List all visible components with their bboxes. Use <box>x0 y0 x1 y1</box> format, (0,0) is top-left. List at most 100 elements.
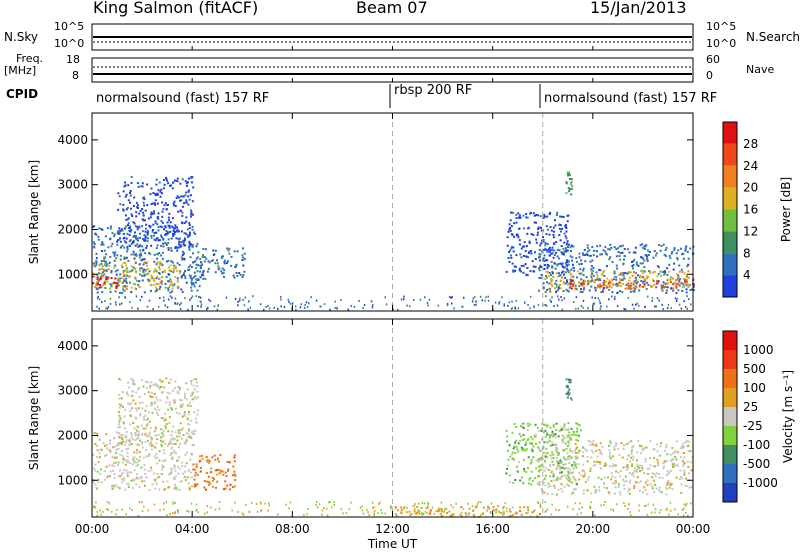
data-cell <box>564 458 567 461</box>
data-cell <box>631 446 634 449</box>
ground-scatter-cell <box>580 512 583 515</box>
data-cell <box>530 448 533 451</box>
data-cell <box>647 254 650 256</box>
data-cell <box>544 435 547 438</box>
data-cell <box>547 485 550 488</box>
ground-scatter-cell <box>361 505 363 508</box>
data-cell <box>666 273 669 276</box>
data-cell <box>545 447 548 450</box>
data-cell <box>544 244 547 247</box>
data-cell <box>507 230 510 233</box>
data-cell <box>567 445 569 447</box>
data-cell <box>673 247 676 250</box>
data-cell <box>467 513 470 516</box>
data-cell <box>191 432 194 435</box>
data-cell <box>127 217 130 220</box>
data-cell <box>174 443 177 446</box>
ground-scatter-cell <box>452 506 454 509</box>
data-cell <box>578 272 581 275</box>
ground-scatter-cell <box>138 501 141 504</box>
data-cell <box>119 240 122 243</box>
data-cell <box>543 441 546 444</box>
data-cell <box>109 470 112 473</box>
data-cell <box>559 224 562 227</box>
data-cell <box>518 214 521 217</box>
data-cell <box>117 426 120 429</box>
data-cell <box>546 243 549 246</box>
data-cell <box>483 506 485 509</box>
data-cell <box>589 260 592 263</box>
data-cell <box>646 259 649 262</box>
data-cell <box>531 443 534 446</box>
ground-scatter-cell <box>295 305 297 308</box>
data-cell <box>194 429 197 432</box>
data-cell <box>575 430 578 433</box>
data-cell <box>546 265 549 268</box>
ground-scatter-cell <box>143 505 145 508</box>
data-cell <box>146 267 149 270</box>
data-cell <box>127 447 130 450</box>
data-cell <box>561 227 564 230</box>
nsearch-tick-top: 10^5 <box>706 20 737 33</box>
data-cell <box>110 285 113 288</box>
data-cell <box>572 430 575 433</box>
data-cell <box>660 284 663 287</box>
data-cell <box>537 458 539 461</box>
data-cell <box>665 446 668 448</box>
ground-scatter-cell <box>514 308 517 310</box>
ground-scatter-cell <box>686 307 688 310</box>
data-cell <box>571 433 574 436</box>
data-cell <box>660 287 663 290</box>
data-cell <box>563 456 565 459</box>
data-cell <box>509 254 512 257</box>
data-cell <box>167 408 170 411</box>
data-cell <box>569 392 572 395</box>
data-cell <box>113 282 116 284</box>
data-cell <box>574 287 577 290</box>
data-cell <box>128 240 131 243</box>
ground-scatter-cell <box>280 295 282 298</box>
data-cell <box>596 278 599 281</box>
data-cell <box>599 244 602 247</box>
data-cell <box>174 245 177 248</box>
data-cell <box>643 283 646 286</box>
data-cell <box>582 269 585 272</box>
data-cell <box>563 474 566 477</box>
data-cell <box>636 459 639 462</box>
data-cell <box>640 275 643 278</box>
data-cell <box>410 513 413 516</box>
data-cell <box>181 250 184 253</box>
data-cell <box>558 471 561 474</box>
data-cell <box>684 249 687 252</box>
data-cell <box>559 262 562 265</box>
data-cell <box>190 281 193 284</box>
data-cell <box>123 469 126 472</box>
ground-scatter-cell <box>329 308 331 311</box>
data-cell <box>677 289 680 292</box>
data-cell <box>575 447 578 450</box>
data-cell <box>525 448 528 451</box>
ground-scatter-cell <box>174 502 177 505</box>
ground-scatter-cell <box>96 305 98 308</box>
data-cell <box>190 431 193 434</box>
data-cell <box>167 238 170 241</box>
data-cell <box>563 467 566 470</box>
data-cell <box>92 282 95 285</box>
data-cell <box>106 227 109 230</box>
data-cell <box>653 448 656 451</box>
ground-scatter-cell <box>610 508 612 511</box>
data-cell <box>111 464 114 467</box>
data-cell <box>219 471 222 474</box>
data-cell <box>121 227 124 230</box>
ground-scatter-cell <box>141 510 144 513</box>
data-cell <box>598 285 601 288</box>
x-tick-label: 08:00 <box>275 522 310 536</box>
data-cell <box>128 403 131 406</box>
data-cell <box>609 455 612 457</box>
data-cell <box>612 463 615 466</box>
data-cell <box>232 486 234 488</box>
data-cell <box>120 404 123 407</box>
data-cell <box>168 273 171 276</box>
ground-scatter-cell <box>401 512 403 515</box>
data-cell <box>635 470 638 472</box>
